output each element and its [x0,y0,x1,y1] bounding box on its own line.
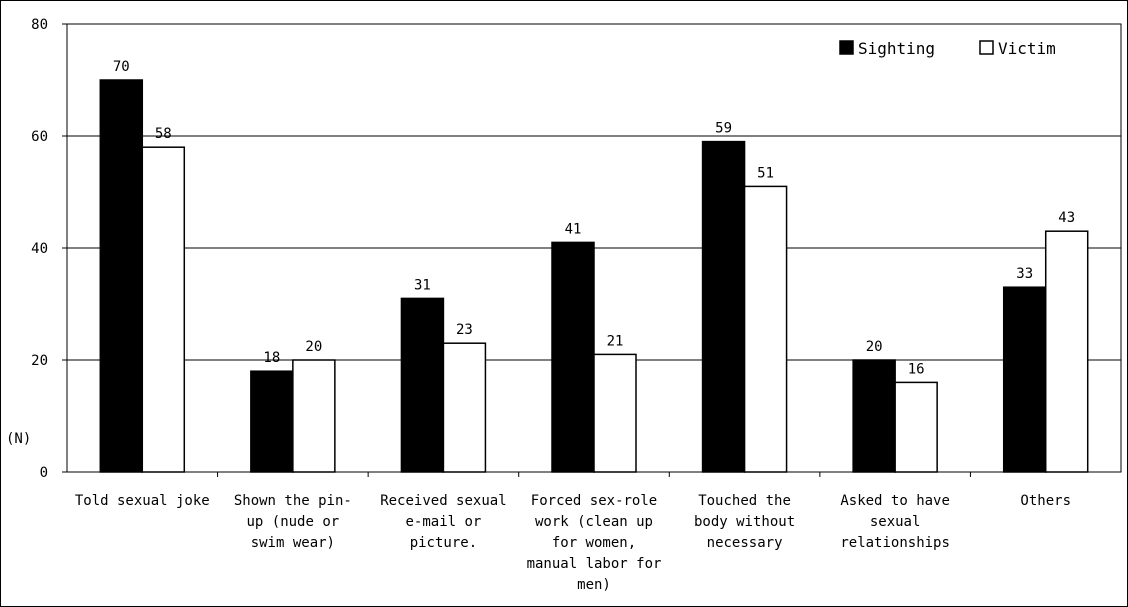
bar-victim [593,353,637,473]
data-label-victim: 20 [305,339,322,355]
x-category-label: sexual [870,514,921,530]
bar-sighting [250,370,294,473]
data-label-sighting: 18 [263,350,280,366]
bar-sighting [701,140,746,473]
x-category-label: work (clean up [535,514,653,530]
x-category-label: e-mail or [405,514,481,530]
x-category-label: Told sexual joke [75,493,210,509]
data-label-sighting: 59 [715,121,732,137]
data-label-sighting: 70 [113,59,130,75]
y-tick-label: 20 [31,353,48,369]
x-category-label: Forced sex-role [531,493,657,509]
x-category-label: relationships [840,535,950,551]
x-category-label: Shown the pin- [234,493,352,509]
x-category-label: necessary [707,535,783,551]
x-category-label: picture. [410,535,477,551]
data-label-victim: 21 [607,333,624,349]
bar-sighting [400,297,445,473]
legend-swatch-sighting [839,40,854,55]
data-label-victim: 16 [908,361,925,377]
bar-victim [894,381,938,473]
y-axis-label: (N) [6,431,31,447]
data-label-victim: 43 [1058,210,1075,226]
data-label-victim: 58 [155,126,172,142]
bar-victim [292,359,336,473]
x-category-label: Others [1020,493,1071,509]
x-category-label: Received sexual [380,493,506,509]
x-category-label: swim wear) [251,535,335,551]
bar-victim [442,342,487,473]
x-category-label: Asked to have [840,493,950,509]
y-tick-label: 80 [31,17,48,33]
x-category-label: Touched the [698,493,791,509]
y-tick-label: 60 [31,129,48,145]
data-label-sighting: 33 [1016,266,1033,282]
bar-sighting [551,241,595,473]
data-label-victim: 23 [456,322,473,338]
data-label-sighting: 41 [565,221,582,237]
data-label-sighting: 20 [866,339,883,355]
bar-sighting [1002,286,1047,473]
y-tick-label: 0 [40,465,48,481]
bar-sighting [852,359,896,473]
legend-label-sighting: Sighting [858,39,935,58]
x-category-label: men) [577,577,611,593]
bar-victim [1044,230,1089,473]
x-category-label: for women, [552,535,636,551]
x-category-label: up (nude or [246,514,339,530]
bar-sighting [99,79,144,473]
x-category-label: body without [694,514,795,530]
x-category-label: manual labor for [527,556,662,572]
data-label-victim: 51 [757,165,774,181]
legend-label-victim: Victim [998,39,1056,58]
bar-victim [141,146,186,473]
bar-victim [743,185,788,473]
y-tick-label: 40 [31,241,48,257]
data-label-sighting: 31 [414,277,431,293]
legend-swatch-victim [979,40,994,55]
